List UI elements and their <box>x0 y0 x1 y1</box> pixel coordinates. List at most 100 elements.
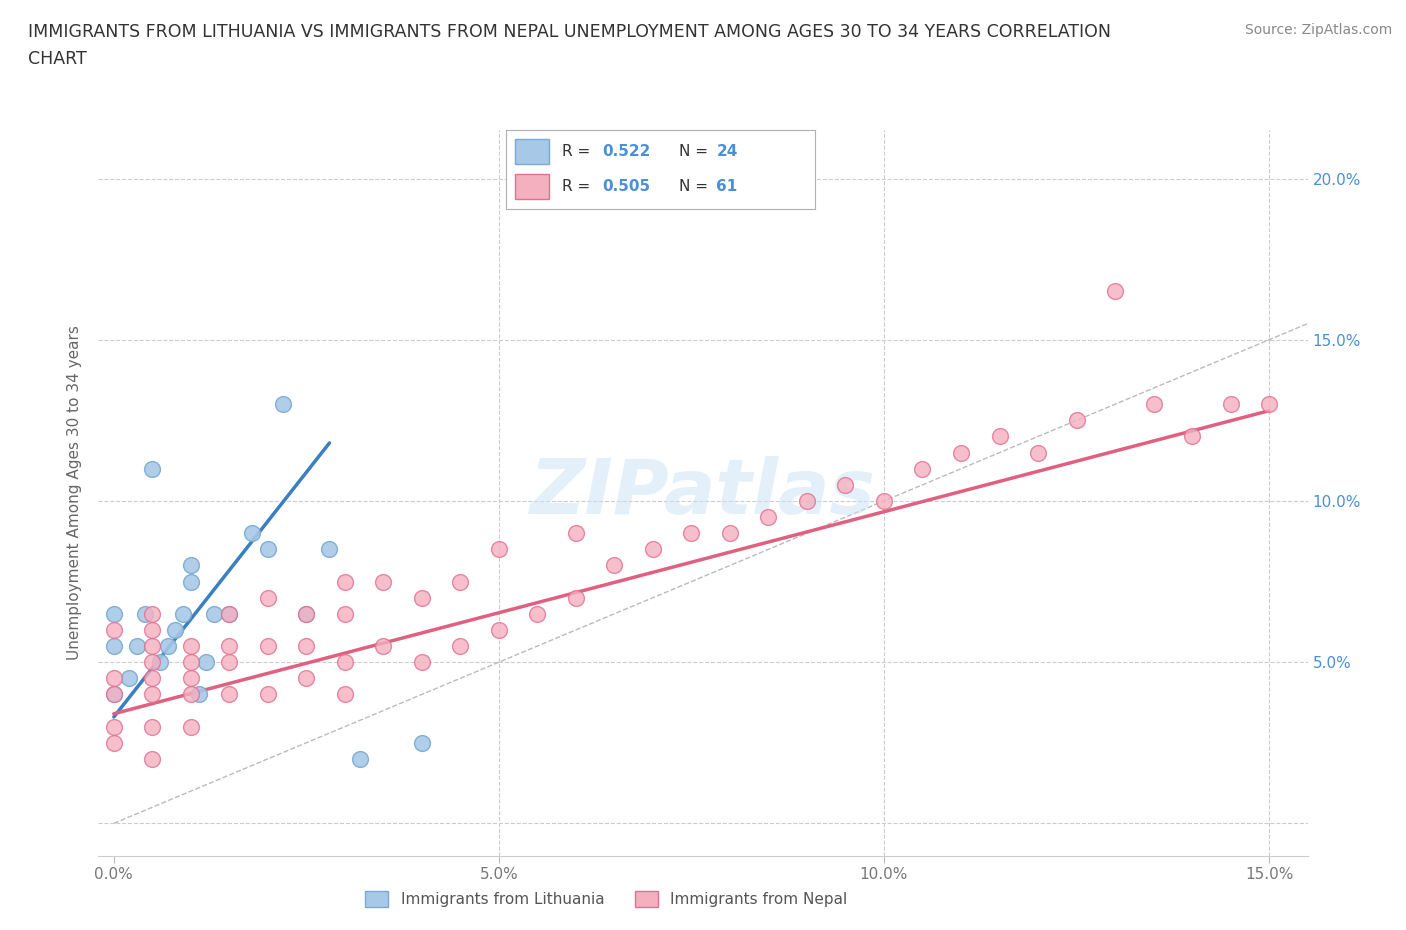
Point <box>295 671 318 685</box>
Point <box>125 639 148 654</box>
Point <box>103 687 125 702</box>
Text: 0.522: 0.522 <box>602 144 651 159</box>
Point <box>103 622 125 637</box>
Point <box>141 719 163 734</box>
Point <box>257 639 280 654</box>
Point <box>180 639 202 654</box>
Point <box>488 622 510 637</box>
Point <box>180 719 202 734</box>
Point <box>565 591 588 605</box>
Point <box>141 461 163 476</box>
Point <box>180 671 202 685</box>
Point <box>1142 397 1164 412</box>
Point <box>141 655 163 670</box>
Point <box>988 429 1011 444</box>
Point <box>411 736 433 751</box>
Point <box>1104 284 1126 299</box>
Point <box>488 542 510 557</box>
Point <box>333 655 356 670</box>
Text: IMMIGRANTS FROM LITHUANIA VS IMMIGRANTS FROM NEPAL UNEMPLOYMENT AMONG AGES 30 TO: IMMIGRANTS FROM LITHUANIA VS IMMIGRANTS … <box>28 23 1111 68</box>
Point <box>411 655 433 670</box>
Point <box>641 542 664 557</box>
Point <box>141 606 163 621</box>
Point <box>103 736 125 751</box>
Point <box>141 671 163 685</box>
Point <box>349 751 371 766</box>
Text: 24: 24 <box>717 144 738 159</box>
Point <box>141 687 163 702</box>
Point <box>1026 445 1049 460</box>
Point <box>172 606 194 621</box>
Point <box>834 477 856 492</box>
Point <box>373 574 395 589</box>
Point <box>141 639 163 654</box>
Text: N =: N = <box>679 179 713 193</box>
Point <box>180 655 202 670</box>
Point <box>295 606 318 621</box>
Point <box>218 687 240 702</box>
Point <box>218 606 240 621</box>
Point <box>103 606 125 621</box>
Point <box>218 639 240 654</box>
Point <box>873 494 896 509</box>
Y-axis label: Unemployment Among Ages 30 to 34 years: Unemployment Among Ages 30 to 34 years <box>67 326 83 660</box>
Point <box>333 574 356 589</box>
Point <box>295 606 318 621</box>
Point <box>118 671 141 685</box>
Point <box>242 525 264 540</box>
Point <box>449 574 471 589</box>
Point <box>1181 429 1204 444</box>
Point <box>218 606 240 621</box>
Bar <box>516 139 550 165</box>
Point <box>149 655 172 670</box>
Point <box>257 591 280 605</box>
Point <box>165 622 187 637</box>
Point <box>1219 397 1241 412</box>
Point <box>565 525 588 540</box>
Point <box>318 542 340 557</box>
Text: Source: ZipAtlas.com: Source: ZipAtlas.com <box>1244 23 1392 37</box>
Point <box>202 606 225 621</box>
Point <box>218 655 240 670</box>
Point <box>180 574 202 589</box>
Text: R =: R = <box>562 179 595 193</box>
Point <box>718 525 741 540</box>
Point <box>103 719 125 734</box>
Point <box>180 687 202 702</box>
Point <box>141 751 163 766</box>
Point <box>950 445 973 460</box>
Point <box>295 639 318 654</box>
Point <box>758 510 780 525</box>
Point <box>411 591 433 605</box>
Legend: Immigrants from Lithuania, Immigrants from Nepal: Immigrants from Lithuania, Immigrants fr… <box>360 885 853 913</box>
Point <box>257 542 280 557</box>
Point <box>271 397 294 412</box>
Point <box>156 639 179 654</box>
Point <box>257 687 280 702</box>
Point <box>373 639 395 654</box>
Point <box>187 687 209 702</box>
Bar <box>516 174 550 199</box>
Point <box>180 558 202 573</box>
Point <box>103 639 125 654</box>
Point <box>195 655 218 670</box>
Point <box>333 687 356 702</box>
Text: R =: R = <box>562 144 595 159</box>
Text: N =: N = <box>679 144 713 159</box>
Point <box>526 606 548 621</box>
Point <box>911 461 934 476</box>
Point <box>1066 413 1088 428</box>
Text: 0.505: 0.505 <box>602 179 650 193</box>
Point <box>681 525 703 540</box>
Text: ZIPatlas: ZIPatlas <box>530 456 876 530</box>
Point <box>449 639 471 654</box>
Point <box>603 558 626 573</box>
Text: 61: 61 <box>717 179 738 193</box>
Point <box>141 622 163 637</box>
Point <box>333 606 356 621</box>
Point <box>1258 397 1281 412</box>
Point <box>103 687 125 702</box>
Point <box>796 494 818 509</box>
Point <box>134 606 156 621</box>
Point <box>103 671 125 685</box>
